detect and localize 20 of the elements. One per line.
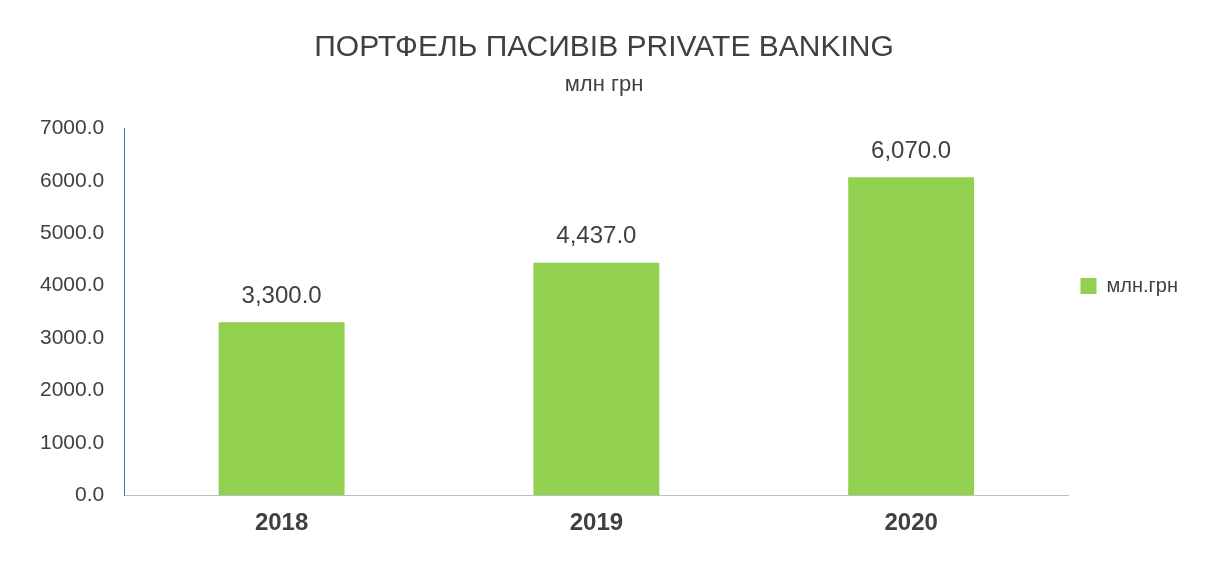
y-tick-label: 1000.0 [40,429,105,453]
y-tick-label: 7000.0 [40,115,105,139]
y-tick-label: 2000.0 [40,377,105,401]
bar [218,322,345,496]
data-label: 4,437.0 [556,221,637,249]
data-label: 3,300.0 [241,280,322,308]
x-tick-label: 2019 [569,508,624,536]
bar [533,262,660,496]
x-tick-label: 2018 [254,508,309,536]
chart-subtitle: млн грн [564,71,644,97]
x-tick-label: 2020 [884,508,938,536]
chart-title: ПОРТФЕЛЬ ПАСИВІВ PRIVATE BANKING [314,29,894,63]
data-label: 6,070.0 [871,135,952,163]
y-tick-label: 3000.0 [40,324,105,348]
y-tick-label: 0.0 [75,482,105,505]
y-tick-label: 5000.0 [40,220,105,243]
legend-label: млн.грн [1106,273,1178,296]
bar [848,177,975,496]
y-tick-label: 4000.0 [40,272,105,296]
y-tick-label: 6000.0 [40,167,105,191]
